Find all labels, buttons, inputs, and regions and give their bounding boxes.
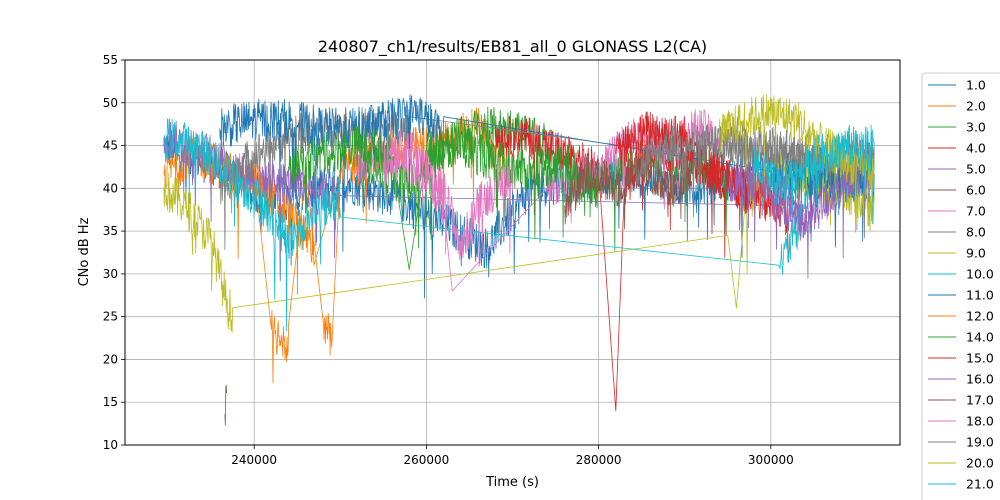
y-tick-label: 25 bbox=[103, 310, 118, 324]
y-tick-label: 55 bbox=[103, 53, 118, 67]
y-axis-label: CNo dB Hz bbox=[77, 217, 92, 286]
legend-label: 6.0 bbox=[966, 183, 986, 198]
legend-label: 10.0 bbox=[966, 267, 994, 282]
legend-label: 12.0 bbox=[966, 309, 994, 324]
legend-label: 18.0 bbox=[966, 414, 994, 429]
legend-label: 1.0 bbox=[966, 78, 986, 93]
legend-label: 2.0 bbox=[966, 99, 986, 114]
legend-label: 3.0 bbox=[966, 120, 986, 135]
y-tick-label: 45 bbox=[103, 139, 118, 153]
legend-label: 4.0 bbox=[966, 141, 986, 156]
legend-box bbox=[921, 72, 1000, 500]
y-tick-label: 20 bbox=[103, 352, 118, 366]
x-axis: 240000 260000 280000 300000 bbox=[231, 445, 794, 467]
series-line-6-0 bbox=[224, 384, 227, 426]
x-tick-label: 300000 bbox=[748, 453, 794, 467]
y-tick-label: 30 bbox=[103, 267, 118, 281]
y-tick-label: 50 bbox=[103, 96, 118, 110]
y-tick-label: 40 bbox=[103, 181, 118, 195]
x-tick-label: 260000 bbox=[403, 453, 449, 467]
x-tick-label: 240000 bbox=[231, 453, 277, 467]
series-line-12-0 bbox=[253, 170, 341, 384]
legend-label: 17.0 bbox=[966, 393, 994, 408]
series-line-18-0 bbox=[382, 129, 513, 268]
legend-label: 15.0 bbox=[966, 351, 994, 366]
series-line-21-0 bbox=[753, 124, 875, 213]
x-axis-label: Time (s) bbox=[485, 475, 539, 490]
series-line-14-0 bbox=[288, 125, 599, 270]
legend-label: 9.0 bbox=[966, 246, 986, 261]
legend-label: 21.0 bbox=[966, 477, 994, 492]
y-axis: 10 15 20 25 30 35 40 45 50 55 bbox=[103, 53, 125, 452]
legend-label: 16.0 bbox=[966, 372, 994, 387]
legend-label: 7.0 bbox=[966, 204, 986, 219]
legend-label: 8.0 bbox=[966, 225, 986, 240]
y-tick-label: 15 bbox=[103, 395, 118, 409]
series-line-20-0 bbox=[718, 94, 875, 233]
y-tick-label: 35 bbox=[103, 224, 118, 238]
legend-label: 11.0 bbox=[966, 288, 994, 303]
plot-frame bbox=[124, 59, 901, 446]
legend-label: 5.0 bbox=[966, 162, 986, 177]
x-tick-label: 280000 bbox=[576, 453, 622, 467]
legend-label: 14.0 bbox=[966, 330, 994, 345]
chart-title: 240807_ch1/results/EB81_all_0 GLONASS L2… bbox=[318, 37, 707, 57]
legend-label: 19.0 bbox=[966, 435, 994, 450]
legend-label: 20.0 bbox=[966, 456, 994, 471]
series-line-16-0 bbox=[727, 146, 875, 259]
series-layer bbox=[163, 94, 875, 426]
legend: 1.0 2.0 3.0 4.0 5.0 6.0 7.0 8.0 9.0 10.0 11.0 12.0 1… bbox=[921, 72, 1000, 500]
y-tick-label: 10 bbox=[103, 438, 118, 452]
